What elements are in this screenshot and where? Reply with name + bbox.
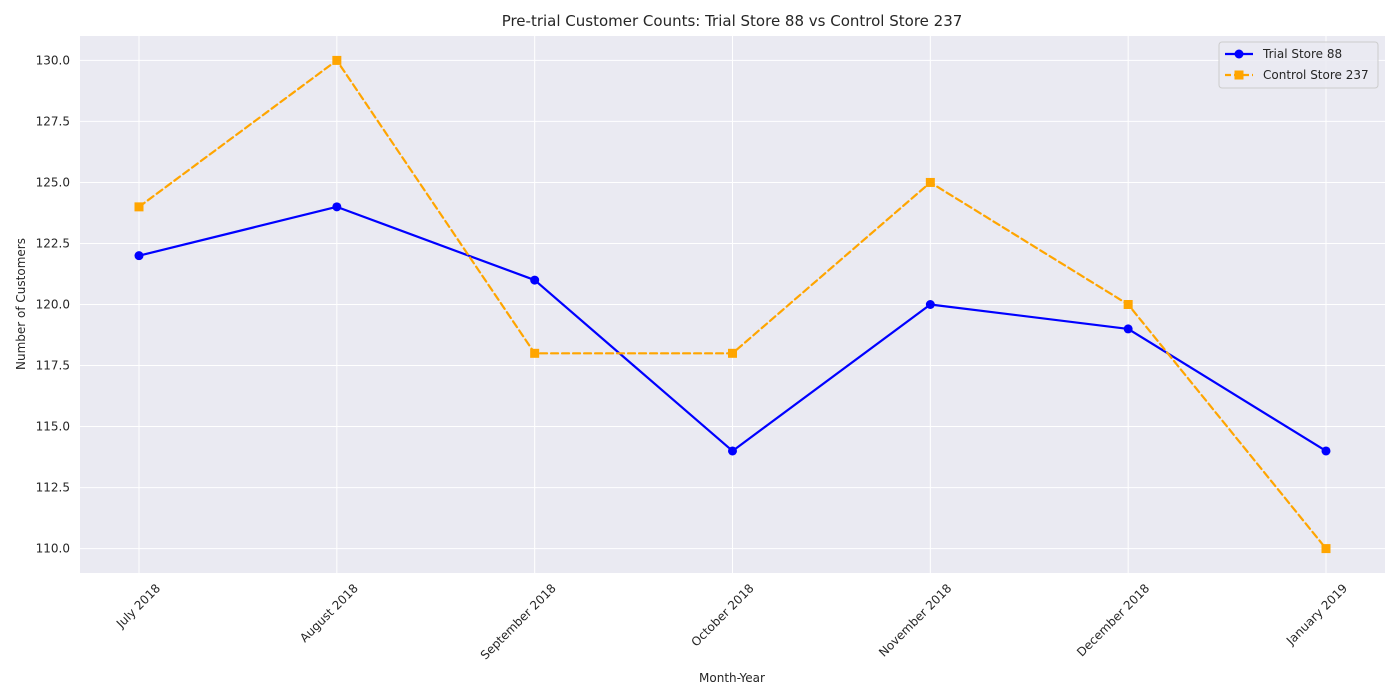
y-tick-label: 130.0	[36, 53, 70, 67]
x-tick-label: September 2018	[478, 581, 559, 662]
data-point-marker	[728, 446, 737, 456]
data-point-marker	[134, 202, 144, 212]
data-point-marker	[134, 251, 144, 261]
y-tick-label: 127.5	[36, 114, 70, 128]
series-layer	[134, 55, 1331, 554]
x-tick-label: October 2018	[688, 581, 756, 649]
x-tick-label: December 2018	[1074, 581, 1152, 659]
y-tick-label: 122.5	[36, 236, 70, 250]
x-tick-label: August 2018	[297, 581, 361, 645]
data-point-marker	[925, 300, 935, 309]
y-tick-label: 117.5	[36, 359, 70, 373]
y-tick-label: 112.5	[36, 481, 70, 495]
data-point-marker	[332, 202, 342, 212]
legend-box	[1218, 41, 1379, 89]
data-point-marker	[1123, 300, 1133, 309]
x-tick-label: January 2019	[1283, 581, 1350, 648]
x-tick-labels: July 2018 August 2018 September 2018 Octobe…	[113, 581, 1350, 662]
data-point-marker	[1321, 544, 1331, 554]
legend-label-control: Control Store 237	[1263, 68, 1369, 82]
legend: Trial Store 88 Control Store 237	[1218, 41, 1379, 89]
data-point-marker	[1321, 446, 1331, 456]
data-point-marker	[925, 177, 935, 187]
data-point-marker	[1123, 324, 1133, 334]
x-axis-label: Month-Year	[699, 671, 765, 685]
data-point-marker	[530, 348, 540, 358]
data-point-marker	[332, 55, 342, 65]
chart-title: Pre-trial Customer Counts: Trial Store 8…	[502, 12, 963, 30]
y-axis-label: Number of Customers	[14, 238, 28, 370]
y-tick-label: 110.0	[36, 542, 70, 556]
legend-marker-control	[1234, 70, 1244, 80]
y-tick-label: 120.0	[36, 298, 70, 312]
x-tick-label: July 2018	[113, 581, 163, 631]
y-tick-label: 115.0	[36, 420, 70, 434]
y-tick-label: 125.0	[36, 175, 70, 189]
data-point-marker	[530, 275, 540, 285]
legend-marker-trial	[1234, 49, 1244, 59]
data-point-marker	[728, 348, 737, 358]
legend-label-trial: Trial Store 88	[1262, 47, 1342, 61]
y-tick-labels: 110.0 112.5 115.0 117.5 120.0 122.5 125.0 127.5…	[36, 53, 70, 555]
x-tick-label: November 2018	[876, 581, 954, 659]
